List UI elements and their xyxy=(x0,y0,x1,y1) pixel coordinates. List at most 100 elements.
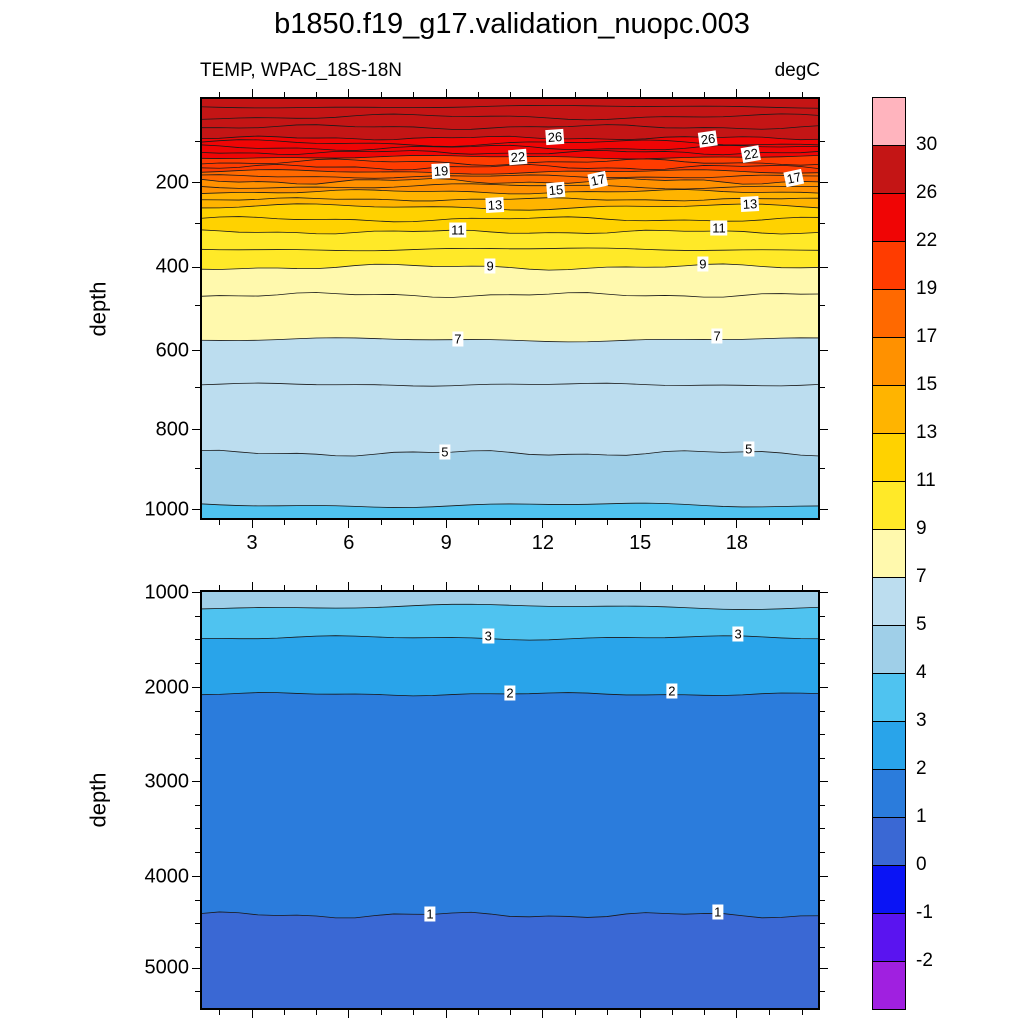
axis-tick xyxy=(192,509,200,511)
axis-tick xyxy=(283,585,285,590)
contour-fill-band xyxy=(200,263,820,343)
axis-tick xyxy=(639,89,641,97)
contour-label: 5 xyxy=(439,444,451,460)
axis-tick xyxy=(542,1010,544,1018)
axis-tick xyxy=(477,92,479,97)
axis-tick xyxy=(381,585,383,590)
lower-contour-plot xyxy=(200,590,820,1010)
axis-tick xyxy=(820,350,828,352)
axis-tick xyxy=(510,520,512,525)
contour-line xyxy=(200,382,820,387)
axis-tick xyxy=(607,585,609,590)
axis-tick xyxy=(195,923,200,925)
colorbar-swatch xyxy=(872,961,906,1010)
axis-tick xyxy=(251,1010,253,1018)
subtitle-variable: TEMP, WPAC_18S-18N xyxy=(200,60,403,81)
colorbar-tick-label: 22 xyxy=(916,230,938,251)
colorbar-swatch xyxy=(872,289,906,338)
subtitle-row: TEMP, WPAC_18S-18N degC xyxy=(200,60,820,82)
contour-label: 7 xyxy=(711,328,723,344)
colorbar-tick-label: 3 xyxy=(916,710,927,731)
colorbar-swatch xyxy=(872,769,906,818)
axis-tick xyxy=(192,687,200,689)
axis-tick xyxy=(348,582,350,590)
colorbar-tick-label: 7 xyxy=(916,566,927,587)
contour-line xyxy=(200,189,820,195)
axis-tick xyxy=(381,1010,383,1015)
lower-y-axis-label-text: depth xyxy=(86,772,111,828)
axis-tick xyxy=(445,582,447,590)
contour-line xyxy=(200,502,820,508)
colorbar-swatch xyxy=(872,865,906,914)
colorbar-tick-label: 4 xyxy=(916,662,927,683)
axis-tick xyxy=(607,1010,609,1015)
axis-tick xyxy=(820,923,825,925)
axis-tick xyxy=(820,946,825,948)
colorbar-tick-label: -1 xyxy=(916,902,933,923)
contour-fill-band xyxy=(200,337,820,457)
axis-tick xyxy=(639,1010,641,1018)
axis-tick xyxy=(283,92,285,97)
lower-y-axis-label: depth xyxy=(86,590,111,1010)
axis-tick xyxy=(348,89,350,97)
colorbar-tick-label: 30 xyxy=(916,134,938,155)
axis-tick xyxy=(219,92,221,97)
axis-tick xyxy=(736,89,738,97)
axis-tick xyxy=(195,663,200,664)
contour-label: 2 xyxy=(504,685,516,701)
axis-tick xyxy=(704,520,706,525)
contour-label: 13 xyxy=(740,195,760,212)
y-tick-label: 5000 xyxy=(144,956,190,979)
axis-tick xyxy=(769,1010,771,1015)
axis-tick xyxy=(195,615,200,617)
y-tick-label: 2000 xyxy=(144,676,190,699)
y-tick-label: 800 xyxy=(155,418,189,441)
axis-tick xyxy=(219,520,221,525)
contour-fill-band xyxy=(200,911,820,1010)
axis-tick xyxy=(195,710,200,712)
axis-tick xyxy=(192,592,200,594)
contour-line xyxy=(200,144,820,151)
axis-tick xyxy=(445,1010,447,1018)
colorbar-swatches xyxy=(872,97,906,1010)
axis-tick xyxy=(671,520,673,525)
axis-tick xyxy=(736,1010,738,1018)
axis-tick xyxy=(413,585,415,590)
colorbar-swatch xyxy=(872,385,906,434)
contour-line xyxy=(200,603,820,610)
colorbar-tick-label: 13 xyxy=(916,422,938,443)
contour-label: 3 xyxy=(732,626,744,642)
x-tick-label: 12 xyxy=(531,532,554,554)
colorbar-swatch xyxy=(872,529,906,578)
axis-tick xyxy=(195,141,200,143)
contour-label: 1 xyxy=(712,904,724,920)
axis-tick xyxy=(704,92,706,97)
axis-tick xyxy=(820,509,828,511)
colorbar-tick-label: -2 xyxy=(916,950,933,971)
contour-label: 11 xyxy=(710,220,728,236)
axis-tick xyxy=(820,687,828,689)
axis-tick xyxy=(542,520,544,528)
axis-tick xyxy=(348,1010,350,1018)
axis-tick xyxy=(736,520,738,528)
contour-label: 13 xyxy=(485,197,505,214)
contour-fill-band xyxy=(200,692,820,919)
plot-frame xyxy=(200,97,820,520)
axis-tick xyxy=(769,585,771,590)
axis-tick xyxy=(575,1010,577,1015)
axis-tick xyxy=(820,468,825,470)
axis-tick xyxy=(195,991,200,993)
y-tick-label: 600 xyxy=(155,339,189,362)
colorbar-swatch xyxy=(872,145,906,194)
axis-tick xyxy=(316,520,318,525)
axis-tick xyxy=(192,266,200,268)
axis-tick xyxy=(192,967,200,969)
colorbar-tick-label: 26 xyxy=(916,182,938,203)
contour-line xyxy=(200,292,820,298)
contour-line xyxy=(200,104,820,109)
axis-tick xyxy=(251,520,253,528)
axis-tick xyxy=(445,89,447,97)
axis-tick xyxy=(575,520,577,525)
axis-tick xyxy=(820,991,825,993)
axis-tick xyxy=(671,92,673,97)
